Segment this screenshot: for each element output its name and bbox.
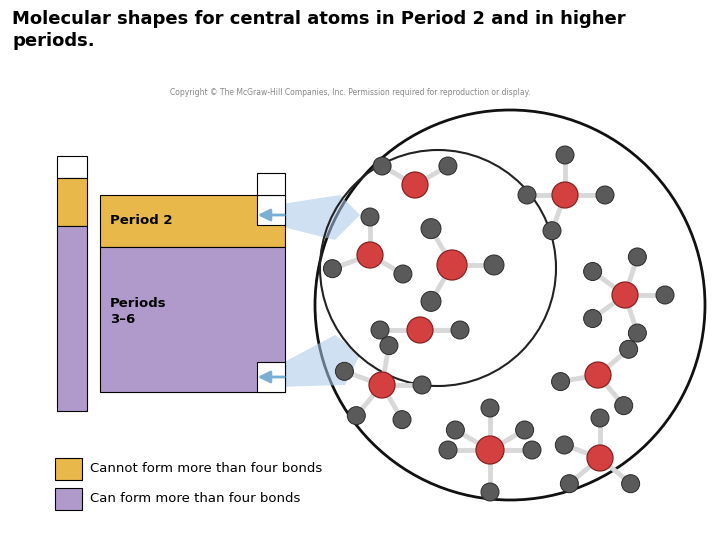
Circle shape: [596, 186, 614, 204]
Circle shape: [357, 242, 383, 268]
Circle shape: [481, 483, 499, 501]
Circle shape: [523, 441, 541, 459]
Circle shape: [555, 436, 573, 454]
Circle shape: [552, 373, 570, 390]
Circle shape: [437, 250, 467, 280]
Circle shape: [481, 399, 499, 417]
Bar: [57, 226, 87, 411]
Circle shape: [402, 172, 428, 198]
Circle shape: [380, 336, 398, 355]
Circle shape: [587, 445, 613, 471]
Text: Period 2: Period 2: [110, 214, 173, 227]
Circle shape: [620, 340, 638, 358]
Circle shape: [323, 260, 341, 278]
Circle shape: [476, 436, 504, 464]
Circle shape: [446, 421, 464, 439]
Bar: [100, 247, 285, 392]
Bar: [55, 458, 82, 480]
Circle shape: [407, 317, 433, 343]
Circle shape: [629, 324, 647, 342]
Circle shape: [484, 255, 504, 275]
Circle shape: [413, 376, 431, 394]
Text: Can form more than four bonds: Can form more than four bonds: [90, 492, 300, 505]
Circle shape: [439, 157, 457, 175]
Polygon shape: [252, 195, 360, 240]
Circle shape: [373, 157, 391, 175]
Circle shape: [451, 321, 469, 339]
Circle shape: [393, 410, 411, 429]
Circle shape: [369, 372, 395, 398]
Bar: [57, 156, 87, 178]
Circle shape: [439, 441, 457, 459]
Circle shape: [560, 475, 578, 492]
Circle shape: [621, 475, 639, 492]
Circle shape: [371, 321, 389, 339]
Circle shape: [615, 397, 633, 415]
Circle shape: [612, 282, 638, 308]
Bar: [57, 178, 87, 226]
Circle shape: [347, 407, 365, 424]
Circle shape: [394, 265, 412, 283]
Text: Cannot form more than four bonds: Cannot form more than four bonds: [90, 462, 323, 476]
Text: Molecular shapes for central atoms in Period 2 and in higher
periods.: Molecular shapes for central atoms in Pe…: [12, 10, 626, 50]
Text: Periods
3–6: Periods 3–6: [110, 297, 166, 326]
Circle shape: [591, 409, 609, 427]
Bar: [257, 362, 285, 392]
Circle shape: [556, 146, 574, 164]
Text: Copyright © The McGraw-Hill Companies, Inc. Permission required for reproduction: Copyright © The McGraw-Hill Companies, I…: [170, 88, 530, 97]
Circle shape: [421, 292, 441, 312]
Bar: [100, 195, 285, 247]
Circle shape: [516, 421, 534, 439]
Bar: [257, 195, 285, 225]
Circle shape: [421, 219, 441, 239]
Bar: [257, 173, 285, 195]
Circle shape: [585, 362, 611, 388]
Circle shape: [518, 186, 536, 204]
Circle shape: [336, 362, 354, 380]
Circle shape: [584, 309, 602, 328]
Circle shape: [656, 286, 674, 304]
Bar: [55, 488, 82, 510]
Circle shape: [552, 182, 578, 208]
Circle shape: [543, 222, 561, 240]
Polygon shape: [252, 335, 360, 387]
Circle shape: [584, 262, 602, 280]
Circle shape: [629, 248, 647, 266]
Circle shape: [361, 208, 379, 226]
